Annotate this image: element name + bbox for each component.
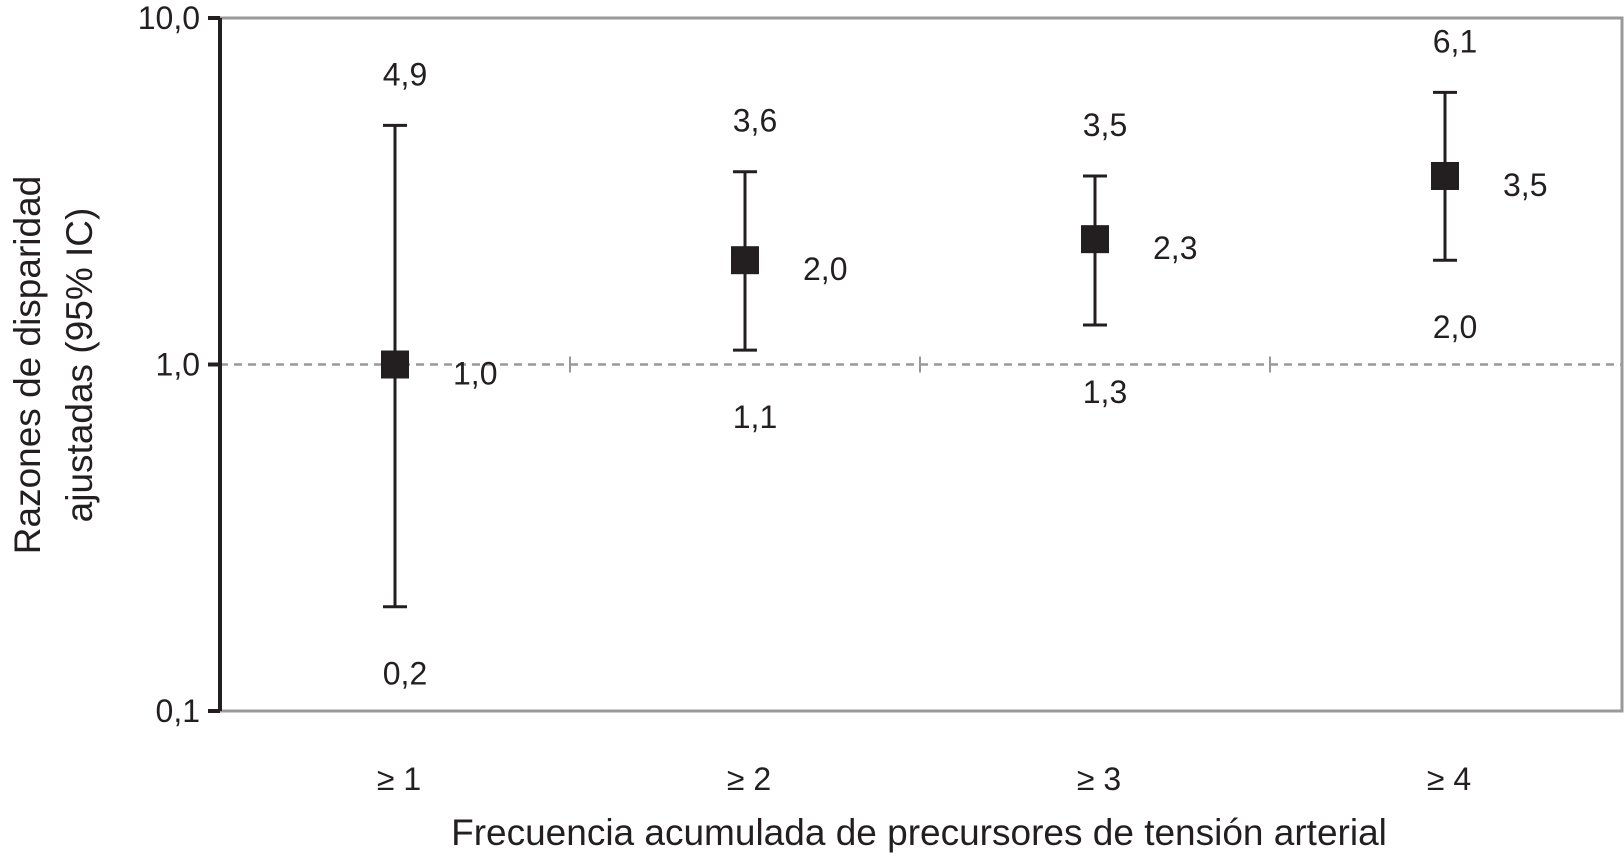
ci-lower-label: 2,0 xyxy=(1433,309,1477,345)
point-value-label: 1,0 xyxy=(453,356,497,392)
y-axis-ticks: 0,1 1,0 10,0 xyxy=(138,0,220,729)
y-axis-title-line-1: Razones de disparidad xyxy=(7,176,48,554)
x-axis-tick-label: ≥ 1 xyxy=(377,761,421,797)
point-value-label: 2,3 xyxy=(1153,230,1197,266)
point-value-label: 2,0 xyxy=(803,251,847,287)
reference-line-ticks xyxy=(569,356,1271,373)
point-marker xyxy=(731,246,759,275)
point-value-label: 3,5 xyxy=(1503,167,1547,203)
point-marker xyxy=(1431,161,1459,190)
x-axis-tick-labels: ≥ 1 ≥ 2 ≥ 3 ≥ 4 xyxy=(377,761,1471,797)
ci-upper-label: 3,6 xyxy=(733,103,777,139)
y-axis-tick-label: 10,0 xyxy=(138,0,200,36)
ci-upper-label: 6,1 xyxy=(1433,23,1477,59)
point-marker xyxy=(1081,225,1109,254)
series-group: 4,9 0,2 1,0 3,6 1,1 2,0 3,5 1,3 2,3 6,1 2,0 3,5 xyxy=(381,23,1547,692)
point-marker xyxy=(381,350,409,379)
x-axis-tick-label: ≥ 3 xyxy=(1077,761,1121,797)
y-axis-tick-label: 1,0 xyxy=(156,347,200,383)
y-axis-tick-label: 0,1 xyxy=(156,693,200,729)
ci-upper-label: 3,5 xyxy=(1083,107,1127,143)
x-axis-tick-label: ≥ 2 xyxy=(727,761,771,797)
ci-upper-label: 4,9 xyxy=(383,56,427,92)
y-axis-title-line-2: ajustadas (95% IC) xyxy=(59,208,100,523)
ci-lower-label: 0,2 xyxy=(383,656,427,692)
x-axis-title: Frecuencia acumulada de precursores de t… xyxy=(451,812,1387,853)
ci-lower-label: 1,1 xyxy=(733,399,777,435)
ci-lower-label: 1,3 xyxy=(1083,374,1127,410)
x-axis-tick-label: ≥ 4 xyxy=(1427,761,1471,797)
